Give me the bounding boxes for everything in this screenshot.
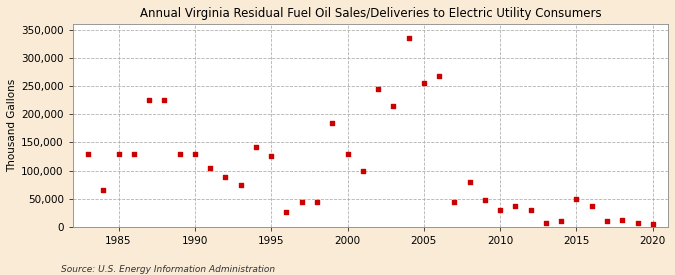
Point: [342, 152, 353, 156]
Point: [144, 98, 155, 102]
Point: [113, 152, 124, 156]
Title: Annual Virginia Residual Fuel Oil Sales/Deliveries to Electric Utility Consumers: Annual Virginia Residual Fuel Oil Sales/…: [140, 7, 601, 20]
Point: [495, 208, 506, 212]
Point: [464, 180, 475, 184]
Point: [541, 220, 551, 225]
Point: [312, 199, 323, 204]
Text: Source: U.S. Energy Information Administration: Source: U.S. Energy Information Administ…: [61, 265, 275, 274]
Point: [205, 166, 215, 170]
Point: [281, 210, 292, 214]
Point: [159, 98, 169, 102]
Point: [617, 218, 628, 222]
Point: [220, 175, 231, 180]
Point: [327, 120, 338, 125]
Point: [434, 74, 445, 78]
Y-axis label: Thousand Gallons: Thousand Gallons: [7, 79, 17, 172]
Point: [190, 152, 200, 156]
Point: [357, 168, 368, 173]
Point: [250, 145, 261, 149]
Point: [647, 222, 658, 226]
Point: [236, 183, 246, 187]
Point: [587, 204, 597, 208]
Point: [601, 219, 612, 224]
Point: [556, 219, 566, 224]
Point: [128, 152, 139, 156]
Point: [479, 198, 490, 202]
Point: [510, 204, 521, 208]
Point: [388, 103, 399, 108]
Point: [98, 188, 109, 192]
Point: [403, 36, 414, 40]
Point: [449, 199, 460, 204]
Point: [296, 199, 307, 204]
Point: [418, 81, 429, 85]
Point: [373, 87, 383, 92]
Point: [525, 208, 536, 212]
Point: [632, 220, 643, 225]
Point: [571, 197, 582, 201]
Point: [266, 154, 277, 159]
Point: [82, 152, 93, 156]
Point: [174, 152, 185, 156]
